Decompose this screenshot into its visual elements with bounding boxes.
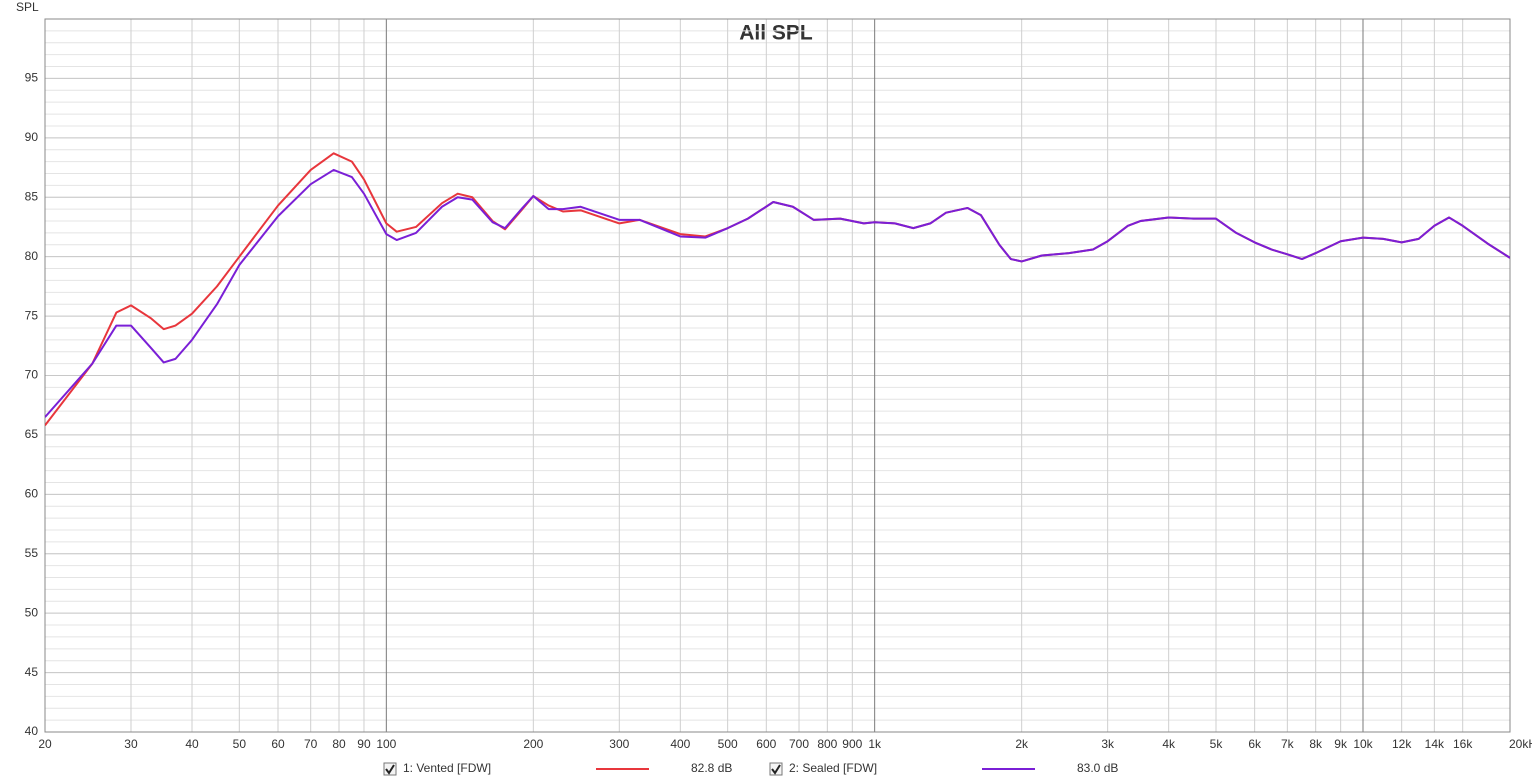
y-tick-label: 45 [25,665,39,679]
y-axis-label: SPL [16,0,39,14]
x-tick-label: 700 [789,737,809,751]
x-tick-label: 70 [304,737,318,751]
x-tick-label: 10k [1353,737,1373,751]
y-tick-label: 80 [25,249,39,263]
y-tick-label: 50 [25,605,39,619]
x-tick-label: 12k [1392,737,1412,751]
y-tick-label: 60 [25,487,39,501]
x-tick-label: 9k [1334,737,1348,751]
plot-border [44,18,1511,733]
y-tick-label: 55 [25,546,39,560]
x-tick-label: 300 [609,737,629,751]
legend-value: 82.8 dB [691,761,732,775]
y-tick-label: 65 [25,427,39,441]
legend-value: 83.0 dB [1077,761,1118,775]
x-tick-label: 16k [1453,737,1473,751]
x-tick-label: 80 [332,737,346,751]
x-tick-label: 900 [842,737,862,751]
x-tick-label: 6k [1248,737,1262,751]
x-tick-label: 7k [1281,737,1295,751]
x-tick-label: 20kHz [1509,737,1532,751]
x-tick-label: 600 [756,737,776,751]
legend-check [771,764,781,775]
x-tick-label: 20 [38,737,52,751]
x-tick-label: 40 [185,737,199,751]
x-tick-label: 50 [233,737,247,751]
x-tick-label: 90 [357,737,371,751]
x-tick-label: 5k [1210,737,1224,751]
x-tick-label: 8k [1309,737,1323,751]
x-tick-label: 800 [817,737,837,751]
x-tick-label: 100 [376,737,396,751]
x-tick-label: 500 [718,737,738,751]
y-tick-label: 40 [25,724,39,738]
legend-name: 1: Vented [FDW] [403,761,491,775]
y-tick-label: 90 [25,130,39,144]
x-tick-label: 30 [124,737,138,751]
x-tick-label: 2k [1015,737,1029,751]
y-tick-label: 75 [25,308,39,322]
y-tick-label: 85 [25,189,39,203]
x-tick-label: 60 [271,737,285,751]
series-line [45,168,1510,418]
y-tick-label: 95 [25,71,39,85]
x-tick-label: 4k [1162,737,1176,751]
legend-check [385,764,395,775]
x-tick-label: 1k [868,737,882,751]
chart-title: All SPL [739,22,813,45]
x-tick-label: 200 [523,737,543,751]
x-tick-label: 3k [1101,737,1115,751]
y-tick-label: 70 [25,368,39,382]
x-tick-label: 400 [670,737,690,751]
x-tick-label: 14k [1425,737,1445,751]
legend-name: 2: Sealed [FDW] [789,761,877,775]
